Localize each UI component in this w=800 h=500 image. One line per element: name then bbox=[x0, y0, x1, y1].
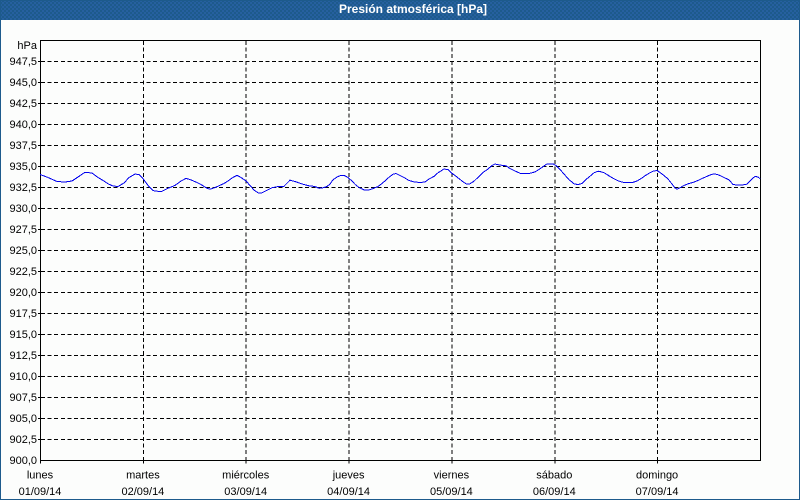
svg-text:905,0: 905,0 bbox=[9, 413, 37, 425]
svg-text:907,5: 907,5 bbox=[9, 392, 37, 404]
svg-text:01/09/14: 01/09/14 bbox=[19, 486, 62, 498]
svg-text:935,0: 935,0 bbox=[9, 161, 37, 173]
svg-text:925,0: 925,0 bbox=[9, 245, 37, 257]
svg-text:05/09/14: 05/09/14 bbox=[430, 486, 473, 498]
svg-text:02/09/14: 02/09/14 bbox=[121, 486, 164, 498]
svg-text:947,5: 947,5 bbox=[9, 56, 37, 68]
svg-text:viernes: viernes bbox=[434, 470, 470, 482]
svg-text:900,0: 900,0 bbox=[9, 455, 37, 467]
svg-text:martes: martes bbox=[126, 470, 160, 482]
svg-text:03/09/14: 03/09/14 bbox=[224, 486, 267, 498]
svg-text:902,5: 902,5 bbox=[9, 434, 37, 446]
svg-text:942,5: 942,5 bbox=[9, 98, 37, 110]
svg-text:940,0: 940,0 bbox=[9, 119, 37, 131]
svg-text:917,5: 917,5 bbox=[9, 308, 37, 320]
svg-text:912,5: 912,5 bbox=[9, 350, 37, 362]
svg-text:domingo: domingo bbox=[636, 470, 678, 482]
svg-text:945,0: 945,0 bbox=[9, 77, 37, 89]
svg-text:930,0: 930,0 bbox=[9, 203, 37, 215]
svg-text:06/09/14: 06/09/14 bbox=[533, 486, 576, 498]
svg-text:932,5: 932,5 bbox=[9, 182, 37, 194]
svg-text:hPa: hPa bbox=[17, 40, 37, 52]
svg-text:922,5: 922,5 bbox=[9, 266, 37, 278]
svg-text:sábado: sábado bbox=[536, 470, 572, 482]
svg-text:920,0: 920,0 bbox=[9, 287, 37, 299]
svg-text:07/09/14: 07/09/14 bbox=[636, 486, 679, 498]
svg-text:910,0: 910,0 bbox=[9, 371, 37, 383]
svg-text:lunes: lunes bbox=[27, 470, 54, 482]
svg-text:miércoles: miércoles bbox=[222, 470, 270, 482]
svg-text:jueves: jueves bbox=[332, 470, 365, 482]
svg-text:04/09/14: 04/09/14 bbox=[327, 486, 370, 498]
svg-text:927,5: 927,5 bbox=[9, 224, 37, 236]
svg-text:937,5: 937,5 bbox=[9, 140, 37, 152]
svg-text:915,0: 915,0 bbox=[9, 329, 37, 341]
